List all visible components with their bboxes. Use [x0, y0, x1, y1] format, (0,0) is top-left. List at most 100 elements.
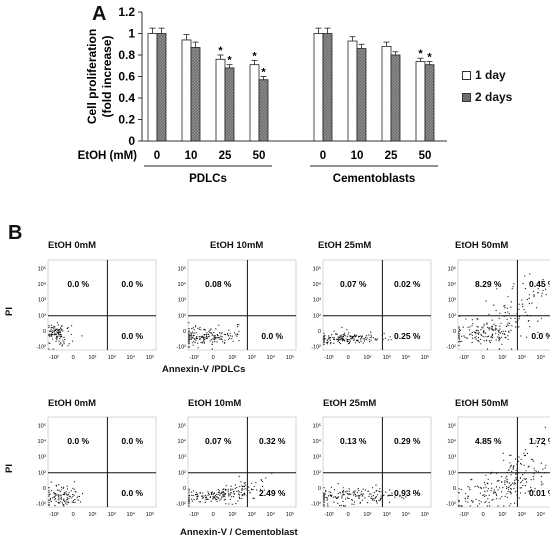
- cell-event-dot: [380, 495, 382, 497]
- x-tick-label: 10²: [498, 355, 506, 361]
- cell-event-dot: [188, 498, 190, 500]
- cell-event-dot: [205, 499, 207, 501]
- cell-event-dot: [50, 328, 52, 330]
- cell-event-dot: [228, 495, 230, 497]
- cell-event-dot: [354, 342, 357, 344]
- cell-event-dot: [193, 337, 195, 340]
- y-tick-label: 10⁴: [313, 281, 322, 288]
- cell-event-dot: [211, 343, 213, 345]
- cell-event-dot: [518, 472, 520, 474]
- x-tick-label: 10⁴: [127, 511, 136, 518]
- cell-event-dot: [348, 490, 350, 492]
- y-tick-label: 10²: [178, 470, 186, 476]
- cell-event-dot: [471, 325, 473, 327]
- cell-event-dot: [67, 494, 70, 496]
- x-tick-label: 10⁵: [286, 354, 294, 361]
- cell-event-dot: [466, 337, 468, 339]
- cell-event-dot: [197, 337, 199, 339]
- cell-event-dot: [191, 327, 193, 330]
- y-tick-label: 10²: [313, 313, 321, 319]
- cell-event-dot: [51, 497, 53, 499]
- cell-event-dot: [57, 329, 60, 331]
- cell-event-dot: [528, 465, 530, 467]
- cell-event-dot: [488, 501, 490, 503]
- cell-event-dot: [207, 491, 209, 493]
- cell-event-dot: [57, 332, 59, 335]
- cell-event-dot: [214, 337, 217, 339]
- cell-event-dot: [505, 325, 508, 327]
- cell-event-dot: [190, 332, 192, 334]
- cell-event-dot: [475, 336, 477, 338]
- cell-event-dot: [235, 503, 237, 505]
- cell-event-dot: [350, 493, 352, 495]
- cell-event-dot: [323, 343, 325, 346]
- cell-event-dot: [199, 337, 201, 339]
- cell-event-dot: [531, 302, 533, 304]
- cell-event-dot: [477, 505, 479, 507]
- cell-event-dot: [475, 330, 478, 332]
- cell-event-dot: [340, 504, 342, 506]
- cell-event-dot: [542, 289, 544, 292]
- cell-event-dot: [486, 323, 488, 325]
- cell-event-dot: [504, 307, 506, 309]
- cell-event-dot: [372, 497, 374, 500]
- quadrant-lower-right-value: 0.0 %: [121, 331, 143, 341]
- y-tick-label: 0: [43, 329, 46, 335]
- cell-event-dot: [375, 338, 377, 340]
- cell-event-dot: [361, 338, 363, 340]
- cell-event-dot: [72, 340, 74, 342]
- cell-event-dot: [382, 338, 384, 340]
- flow-plot-title: EtOH 50mM: [455, 240, 509, 251]
- cell-event-dot: [224, 498, 227, 500]
- cell-event-dot: [70, 333, 72, 335]
- cell-event-dot: [220, 498, 222, 500]
- cell-event-dot: [75, 491, 77, 493]
- x-tick-label: 10²: [88, 355, 96, 361]
- cell-event-dot: [193, 332, 195, 334]
- cell-event-dot: [349, 340, 351, 342]
- cell-event-dot: [458, 331, 460, 333]
- cell-event-dot: [188, 336, 190, 338]
- cell-event-dot: [480, 487, 482, 489]
- cell-event-dot: [518, 308, 520, 311]
- x-tick-label: 10⁵: [421, 354, 429, 361]
- cell-event-dot: [495, 327, 497, 329]
- x-tick-label: 0: [72, 512, 75, 518]
- cell-event-dot: [458, 492, 460, 494]
- y-tick-label: 10³: [313, 455, 321, 461]
- y-tick-label: 10⁴: [38, 281, 47, 288]
- y-tick-label: 10³: [448, 298, 456, 304]
- cell-event-dot: [341, 334, 343, 336]
- cell-event-dot: [330, 486, 332, 488]
- quadrant-upper-right-value: 0.0 %: [121, 279, 143, 289]
- cell-event-dot: [219, 499, 221, 501]
- cell-event-dot: [520, 458, 522, 460]
- cell-event-dot: [515, 478, 517, 480]
- cell-event-dot: [377, 494, 379, 496]
- cell-event-dot: [218, 491, 220, 494]
- x-tick-label: 10⁴: [402, 354, 411, 361]
- x-tick-label: 10: [351, 150, 364, 162]
- x-tick-label: 50: [253, 150, 266, 162]
- cell-event-dot: [499, 312, 501, 314]
- cell-event-dot: [188, 488, 190, 490]
- cell-event-dot: [520, 463, 523, 465]
- cell-event-dot: [55, 484, 57, 486]
- cell-event-dot: [341, 497, 343, 499]
- cell-event-dot: [56, 494, 58, 496]
- cell-event-dot: [344, 505, 346, 507]
- cell-event-dot: [530, 458, 532, 460]
- cell-event-dot: [374, 497, 376, 499]
- cell-event-dot: [381, 334, 383, 336]
- cell-event-dot: [206, 337, 208, 339]
- y-tick-label: 0.4: [118, 91, 135, 105]
- cell-event-dot: [219, 338, 221, 340]
- cell-event-dot: [544, 467, 546, 469]
- cell-event-dot: [191, 498, 193, 500]
- cell-event-dot: [502, 487, 504, 489]
- cell-event-dot: [338, 341, 340, 344]
- cell-event-dot: [330, 495, 332, 497]
- cell-event-dot: [72, 493, 74, 496]
- cell-event-dot: [252, 497, 254, 499]
- cell-event-dot: [230, 489, 232, 491]
